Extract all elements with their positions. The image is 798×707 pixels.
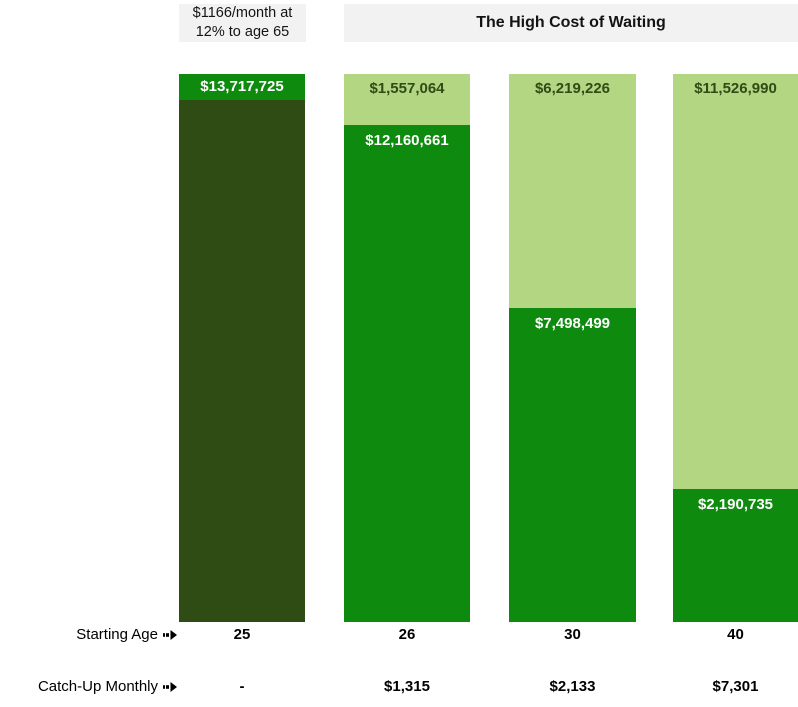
bar-26-missed-value: $1,557,064 — [369, 80, 445, 97]
bar-26-value-segment: $12,160,661 — [344, 125, 470, 622]
age-value-26: 26 — [398, 626, 416, 643]
catch-up-value-30: $2,133 — [549, 678, 596, 695]
catch-up-label: Catch-Up Monthly — [0, 677, 177, 697]
catch-up-value-25: - — [239, 678, 245, 695]
catch-up-value-26: $1,315 — [384, 678, 430, 695]
age-value-30: 30 — [564, 626, 581, 643]
bar-40-value-segment: $2,190,735 — [673, 489, 798, 622]
bar-40-missed-segment: $11,526,990 — [673, 74, 798, 489]
chart-title: The High Cost of Waiting — [344, 4, 798, 42]
bar-age-25: $13,717,725 — [179, 74, 305, 622]
bar-30-missed-value: $6,219,226 — [534, 80, 611, 97]
bar-25-total-segment: $13,717,725 — [179, 74, 305, 100]
catch-up-row: Catch-Up Monthly - $1,315 $2,133 $7,301 — [0, 677, 798, 697]
annotation-box: $1166/month at 12% to age 65 — [179, 4, 306, 42]
bar-26-missed-segment: $1,557,064 — [344, 74, 470, 125]
arrow-right-icon — [163, 626, 177, 646]
starting-age-label: Starting Age — [0, 625, 177, 645]
bar-age-30: $6,219,226 $7,498,499 — [509, 74, 636, 622]
bar-25-total-value: $13,717,725 — [200, 78, 284, 95]
starting-age-row: Starting Age 25 26 30 40 — [0, 625, 798, 645]
annotation-text: $1166/month at 12% to age 65 — [193, 4, 293, 42]
bar-40-value: $2,190,735 — [697, 496, 774, 513]
arrow-right-icon — [163, 678, 177, 698]
bar-30-value-segment: $7,498,499 — [509, 308, 636, 622]
catch-up-value-40: $7,301 — [712, 678, 759, 695]
bar-40-missed-value: $11,526,990 — [694, 80, 777, 97]
age-value-40: 40 — [727, 626, 744, 643]
bar-30-value: $7,498,499 — [534, 315, 611, 332]
annotation-line2: 12% to age 65 — [195, 24, 290, 40]
bar-25-body-segment — [179, 100, 305, 622]
bar-age-26: $1,557,064 $12,160,661 — [344, 74, 470, 622]
annotation-line1: $1166/month at — [192, 5, 293, 21]
bar-age-40: $11,526,990 $2,190,735 — [673, 74, 798, 622]
age-value-25: 25 — [233, 626, 251, 643]
bar-30-missed-segment: $6,219,226 — [509, 74, 636, 308]
bar-26-value: $12,160,661 — [365, 132, 449, 149]
